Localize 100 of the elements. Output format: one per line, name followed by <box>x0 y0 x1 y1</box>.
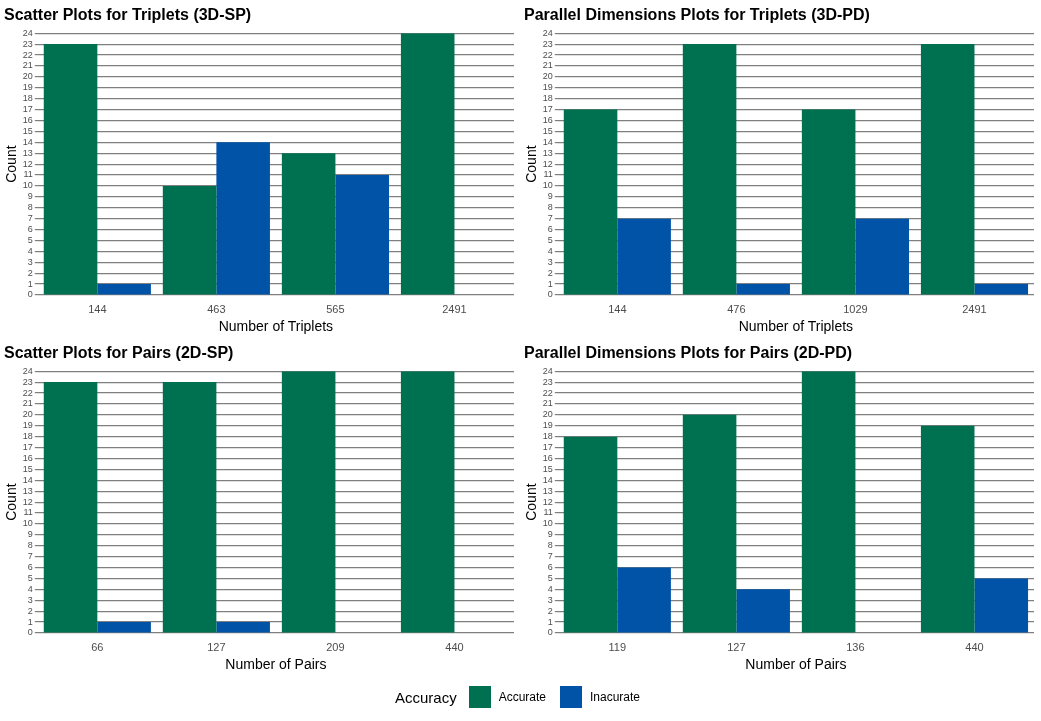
y-tick-label: 19 <box>542 420 553 431</box>
y-tick-label: 19 <box>22 82 33 93</box>
legend-label: Inacurate <box>590 690 641 704</box>
y-tick-label: 2 <box>27 267 33 278</box>
y-tick-label: 6 <box>27 562 33 573</box>
y-tick-label: 24 <box>22 365 33 376</box>
x-tick-label: 1029 <box>843 302 868 315</box>
y-tick-label: 17 <box>22 104 33 115</box>
y-tick-label: 12 <box>542 496 553 507</box>
y-tick-label: 13 <box>542 485 553 496</box>
y-tick-label: 6 <box>547 224 553 235</box>
bar <box>97 284 151 295</box>
y-tick-label: 22 <box>542 387 553 398</box>
y-tick-label: 1 <box>27 616 33 627</box>
y-tick-label: 16 <box>542 452 553 463</box>
y-tick-label: 3 <box>547 256 553 267</box>
y-tick-label: 7 <box>27 213 33 224</box>
bar <box>855 218 909 295</box>
bar <box>617 567 671 633</box>
x-tick-label: 144 <box>88 302 107 315</box>
y-tick-label: 21 <box>22 60 33 71</box>
y-tick-label: 21 <box>22 398 33 409</box>
bar <box>216 622 270 633</box>
y-tick-label: 5 <box>547 572 553 583</box>
bar <box>97 622 151 633</box>
bar <box>617 218 671 295</box>
y-tick-label: 6 <box>547 562 553 573</box>
x-tick-label: 565 <box>326 302 345 315</box>
chart-title: Scatter Plots for Pairs (2D-SP) <box>4 344 234 362</box>
chart-title: Parallel Dimensions Plots for Pairs (2D-PD) <box>524 344 853 362</box>
x-tick-label: 119 <box>608 640 627 653</box>
y-tick-label: 24 <box>542 27 553 38</box>
y-tick-label: 0 <box>547 289 553 300</box>
y-tick-label: 0 <box>547 627 553 638</box>
x-axis-title: Number of Pairs <box>225 656 327 673</box>
y-tick-label: 14 <box>542 474 553 485</box>
x-tick-label: 144 <box>608 302 627 315</box>
y-tick-label: 22 <box>542 49 553 60</box>
y-tick-label: 23 <box>542 376 553 387</box>
y-tick-label: 13 <box>542 147 553 158</box>
x-tick-label: 440 <box>965 640 984 653</box>
y-tick-label: 18 <box>22 93 33 104</box>
y-tick-label: 5 <box>27 572 33 583</box>
y-tick-label: 9 <box>27 191 33 202</box>
y-tick-label: 0 <box>27 289 33 300</box>
y-tick-label: 8 <box>27 202 33 213</box>
x-tick-label: 440 <box>445 640 464 653</box>
legend-title: Accuracy <box>394 688 457 706</box>
y-tick-label: 24 <box>22 27 33 38</box>
y-tick-label: 0 <box>27 627 33 638</box>
y-axis-title: Count <box>3 145 20 183</box>
bar <box>920 425 975 633</box>
y-tick-label: 2 <box>547 267 553 278</box>
bar <box>736 284 790 295</box>
y-tick-label: 7 <box>547 551 553 562</box>
bar <box>563 109 618 295</box>
y-tick-label: 18 <box>542 431 553 442</box>
legend-label: Accurate <box>498 690 546 704</box>
x-tick-label: 476 <box>727 302 746 315</box>
y-tick-label: 18 <box>22 431 33 442</box>
y-tick-label: 8 <box>547 540 553 551</box>
y-tick-label: 8 <box>547 202 553 213</box>
y-tick-label: 23 <box>22 376 33 387</box>
y-tick-label: 20 <box>542 409 553 420</box>
y-tick-label: 15 <box>22 125 33 136</box>
y-tick-label: 19 <box>22 420 33 431</box>
y-tick-label: 10 <box>542 518 553 529</box>
y-tick-label: 12 <box>542 158 553 169</box>
x-axis-title: Number of Pairs <box>745 656 847 673</box>
x-tick-label: 66 <box>91 640 104 653</box>
y-tick-label: 17 <box>22 442 33 453</box>
y-tick-label: 24 <box>542 365 553 376</box>
bar <box>736 589 790 633</box>
bar <box>43 44 98 295</box>
y-tick-label: 20 <box>22 71 33 82</box>
bar <box>162 185 217 295</box>
bar <box>400 371 455 633</box>
x-axis-title: Number of Triplets <box>218 318 334 335</box>
y-tick-label: 23 <box>542 38 553 49</box>
x-tick-label: 136 <box>846 640 865 653</box>
y-tick-label: 17 <box>542 104 553 115</box>
y-tick-label: 18 <box>542 93 553 104</box>
y-tick-label: 9 <box>27 529 33 540</box>
y-tick-label: 4 <box>27 583 33 594</box>
bar <box>974 578 1029 633</box>
y-tick-label: 14 <box>542 136 553 147</box>
y-tick-label: 9 <box>547 191 553 202</box>
y-tick-label: 3 <box>27 256 33 267</box>
y-tick-label: 10 <box>22 180 33 191</box>
bar <box>801 371 856 633</box>
bar <box>281 371 336 633</box>
y-tick-label: 13 <box>22 485 33 496</box>
y-tick-label: 12 <box>22 158 33 169</box>
y-tick-label: 14 <box>22 136 33 147</box>
y-tick-label: 13 <box>22 147 33 158</box>
y-tick-label: 11 <box>543 169 553 180</box>
y-tick-label: 1 <box>27 278 33 289</box>
y-tick-label: 19 <box>542 82 553 93</box>
bar <box>400 33 455 295</box>
x-tick-label: 2491 <box>442 302 467 315</box>
